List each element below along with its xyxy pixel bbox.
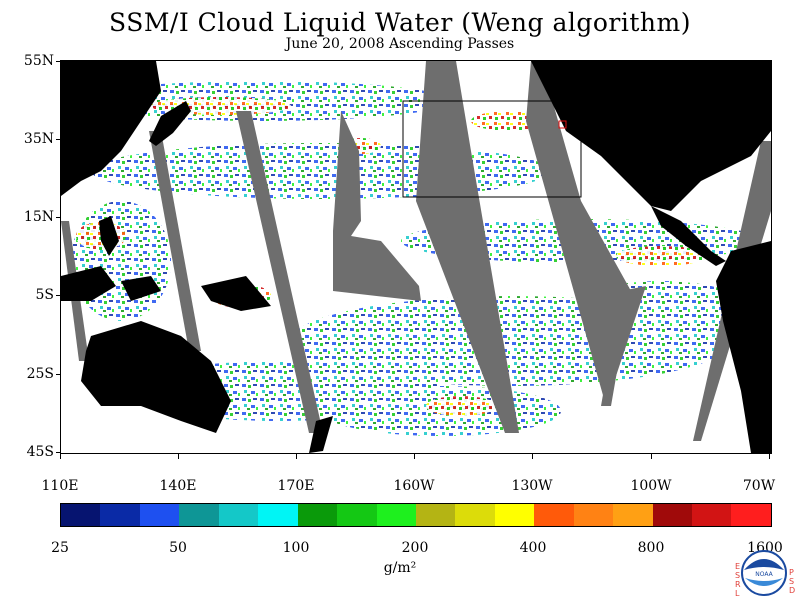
lon-tick — [532, 453, 533, 459]
colorbar-label-25: 25 — [51, 540, 69, 556]
colorbar-segment — [218, 504, 259, 526]
colorbar-segment — [573, 504, 614, 526]
logo-text: NOAA — [755, 571, 773, 578]
colorbar-segment — [376, 504, 416, 526]
colorbar-segment — [100, 504, 140, 526]
lat-label-5s: 5S — [35, 287, 55, 303]
lat-tick — [56, 452, 61, 453]
lat-tick — [56, 61, 61, 62]
lon-label-100w: 100W — [630, 478, 672, 494]
colorbar-label-200: 200 — [401, 540, 429, 556]
colorbar-segment — [61, 504, 101, 526]
colorbar-segment — [534, 504, 574, 526]
colorbar-segment — [692, 504, 732, 526]
lon-tick — [769, 453, 770, 459]
lat-label-45s: 45S — [26, 444, 54, 460]
no-data-swaths — [61, 61, 771, 441]
lon-label-70w: 70W — [742, 478, 776, 494]
lon-label-170e: 170E — [277, 478, 315, 494]
lon-label-110e: 110E — [41, 478, 79, 494]
lat-label-15n: 15N — [23, 209, 54, 225]
lat-tick — [56, 139, 61, 140]
colorbar-segment — [337, 504, 377, 526]
lon-tick — [60, 453, 61, 459]
colorbar-segment — [139, 504, 180, 526]
location-marker — [558, 120, 567, 129]
colorbar — [60, 503, 772, 527]
lon-tick — [296, 453, 297, 459]
lat-label-35n: 35N — [23, 131, 54, 147]
colorbar-segment — [258, 504, 298, 526]
map-title: SSM/I Cloud Liquid Water (Weng algorithm… — [109, 8, 691, 37]
colorbar-segment — [297, 504, 338, 526]
lon-label-160w: 160W — [393, 478, 435, 494]
colorbar-segment — [179, 504, 219, 526]
lon-tick — [414, 453, 415, 459]
cloud-liquid-water-map — [60, 60, 772, 454]
lat-tick — [56, 374, 61, 375]
lat-tick — [56, 295, 61, 296]
colorbar-label-400: 400 — [519, 540, 547, 556]
colorbar-segment — [455, 504, 495, 526]
colorbar-segment — [613, 504, 653, 526]
lon-tick — [178, 453, 179, 459]
colorbar-segment — [731, 504, 771, 526]
lon-tick — [651, 453, 652, 459]
noaa-logo-icon: NOAA — [741, 550, 787, 596]
lon-label-140e: 140E — [159, 478, 197, 494]
region-outline-box — [402, 100, 582, 198]
lat-label-55n: 55N — [23, 53, 54, 69]
colorbar-segment — [415, 504, 456, 526]
colorbar-label-50: 50 — [169, 540, 187, 556]
colorbar-segment — [652, 504, 692, 526]
land-masses — [61, 61, 771, 453]
lat-tick — [56, 217, 61, 218]
colorbar-label-100: 100 — [282, 540, 310, 556]
map-subtitle: June 20, 2008 Ascending Passes — [285, 36, 515, 52]
colorbar-segment — [494, 504, 535, 526]
colorbar-units: g/m² — [383, 560, 417, 576]
lat-label-25s: 25S — [26, 366, 54, 382]
lon-label-130w: 130W — [511, 478, 553, 494]
colorbar-label-800: 800 — [637, 540, 665, 556]
